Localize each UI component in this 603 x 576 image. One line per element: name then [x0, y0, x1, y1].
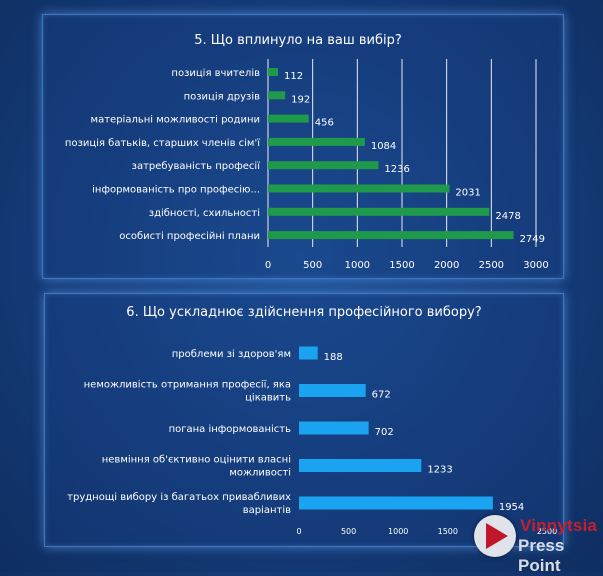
chart-title: 6. Що ускладнює здійснення професійного …	[126, 305, 481, 320]
bar	[299, 346, 318, 360]
tick-label: 1000	[388, 527, 408, 536]
bar	[299, 459, 422, 472]
data-label: 112	[284, 71, 303, 82]
tick-label: 1500	[389, 260, 414, 271]
tick-label: 1000	[345, 260, 370, 271]
category-label: здібності, схильності	[149, 207, 260, 219]
tick-label: 2500	[537, 527, 557, 536]
chart-panel-influence: 5. Що вплинуло на ваш вибір? позиція вчит…	[42, 14, 564, 279]
tick-label: 2500	[479, 260, 504, 271]
category-label: позиція друзів	[184, 90, 261, 102]
category-label-line: невміння об'єктивно оцінити власні	[102, 454, 291, 466]
tick-label: 500	[303, 260, 322, 271]
bar	[268, 91, 286, 100]
data-label: 1233	[427, 465, 452, 476]
bar	[299, 384, 366, 397]
data-label: 672	[372, 390, 391, 401]
data-label: 1236	[384, 164, 409, 175]
category-label: особисті професійні плани	[119, 230, 260, 242]
category-label: неможливість отримання професії, яка ціка…	[84, 379, 291, 404]
chart-panel-difficulties: 6. Що ускладнює здійснення професійного …	[44, 293, 564, 547]
category-label: невміння об'єктивно оцінити власні можлив…	[102, 454, 291, 479]
bar	[268, 161, 379, 170]
logo-text-line2: Press Point	[518, 536, 565, 575]
category-label-line: труднощі вибору із багатьох привабливих	[67, 491, 291, 503]
category-label: труднощі вибору із багатьох привабливих в…	[67, 491, 291, 516]
tick-label: 500	[341, 527, 356, 536]
logo-text-line1: Vinnytsia	[520, 516, 598, 535]
bar	[268, 114, 309, 123]
data-label: 2478	[495, 211, 520, 222]
category-label: позиція вчителів	[171, 67, 260, 79]
category-label: погана інформованість	[169, 423, 292, 435]
tick-label: 0	[296, 527, 301, 536]
tick-label: 1500	[438, 527, 458, 536]
chart-influence: 5. Що вплинуло на ваш вибір? позиція вчит…	[65, 33, 549, 271]
data-label: 192	[291, 94, 310, 105]
category-label: проблеми зі здоров'ям	[172, 348, 291, 360]
tick-label: 3000	[523, 260, 548, 271]
data-label: 456	[315, 118, 334, 129]
category-label-line: можливості	[229, 467, 291, 479]
chart-difficulties: 6. Що ускладнює здійснення професійного …	[67, 305, 557, 536]
data-label: 702	[375, 427, 394, 438]
data-label: 1084	[371, 141, 396, 152]
category-label: затребуваність професії	[132, 160, 261, 172]
data-label: 188	[324, 352, 343, 363]
bar	[299, 496, 493, 510]
watermark-logo: Vinnytsia Press Point	[470, 512, 600, 575]
data-label: 2031	[455, 188, 480, 199]
chart-title: 5. Що вплинуло на ваш вибір?	[194, 33, 402, 48]
bar	[268, 184, 450, 193]
tick-label: 0	[265, 260, 271, 271]
bar	[268, 68, 279, 76]
data-label: 1954	[499, 502, 524, 513]
play-icon	[486, 523, 508, 549]
bar	[268, 137, 365, 146]
category-label-line: цікавить	[245, 392, 291, 404]
category-label-line: неможливість отримання професії, яка	[84, 379, 291, 391]
category-label-line: варіантів	[243, 504, 291, 516]
category-label: позиція батьків, старших членів сім'ї	[65, 137, 260, 149]
bar	[299, 421, 369, 435]
bar	[268, 207, 490, 216]
bar	[268, 231, 514, 240]
data-label: 2749	[520, 234, 545, 245]
category-label: матеріальні можливості родини	[91, 114, 260, 126]
category-label: інформованість про професію...	[92, 184, 260, 196]
tick-label: 2000	[434, 260, 459, 271]
